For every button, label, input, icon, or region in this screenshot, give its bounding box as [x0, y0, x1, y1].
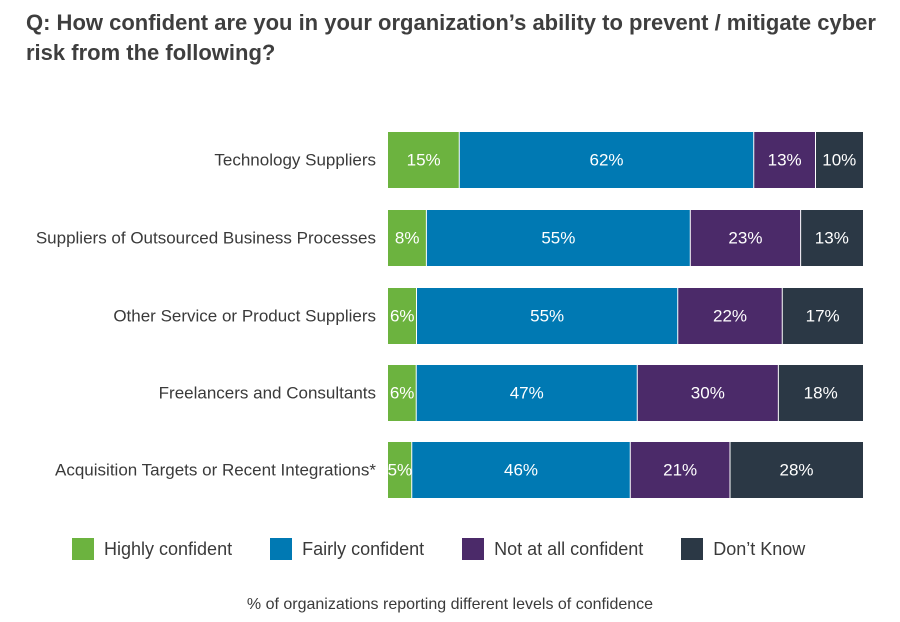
data-label: 18%: [804, 384, 838, 403]
data-label: 55%: [530, 307, 564, 326]
legend-label: Not at all confident: [494, 538, 644, 559]
bar-segment: [782, 288, 863, 344]
chart-title: Q: How confident are you in your organiz…: [26, 10, 876, 65]
bar-segment: [753, 132, 816, 188]
data-label: 15%: [407, 151, 441, 170]
data-label: 30%: [691, 384, 725, 403]
category-label: Other Service or Product Suppliers: [113, 307, 376, 326]
bar-segment: [677, 288, 783, 344]
data-label: 13%: [815, 229, 849, 248]
legend-label: Highly confident: [104, 538, 233, 559]
data-label: 10%: [822, 151, 856, 170]
legend-item: Don’t Know: [681, 538, 805, 560]
data-label: 21%: [663, 461, 697, 480]
bar-segment: [388, 288, 417, 344]
stacked-bar-chart: Technology Suppliers 15% 62% 13% 10% Supplier…: [36, 132, 863, 498]
bar-segment: [388, 365, 417, 421]
chart-footnote: % of organizations reporting different l…: [246, 596, 654, 613]
legend-item: Not at all confident: [462, 538, 643, 560]
legend-label: Don’t Know: [713, 538, 806, 559]
data-label: 46%: [504, 461, 538, 480]
legend-label: Fairly confident: [302, 538, 425, 559]
legend: Highly confident Fairly confident Not at a…: [72, 536, 843, 562]
data-label: 6%: [390, 307, 415, 326]
legend-swatch: [681, 538, 704, 560]
category-label: Freelancers and Consultants: [159, 384, 376, 403]
bar-segment: [388, 210, 427, 266]
bar-segment: [815, 132, 863, 188]
category-label: Acquisition Targets or Recent Integratio…: [55, 461, 376, 480]
data-label: 6%: [390, 384, 415, 403]
data-label: 23%: [728, 229, 762, 248]
bar-segment: [426, 210, 691, 266]
legend-item: Highly confident: [72, 538, 232, 560]
data-label: 13%: [768, 151, 802, 170]
data-label: 8%: [395, 229, 420, 248]
legend-swatch: [462, 538, 485, 560]
bar-segment: [630, 442, 730, 498]
bar-segment: [690, 210, 801, 266]
bar-segment: [416, 365, 638, 421]
legend-swatch: [270, 538, 293, 560]
data-label: 47%: [510, 384, 544, 403]
bar-segment: [388, 132, 460, 188]
data-label: 62%: [589, 151, 623, 170]
category-label: Suppliers of Outsourced Business Process…: [36, 229, 376, 248]
data-label: 22%: [713, 307, 747, 326]
data-label: 17%: [806, 307, 840, 326]
bar-segment: [416, 288, 678, 344]
bar-segment: [637, 365, 779, 421]
data-label: 5%: [388, 461, 413, 480]
data-label: 28%: [779, 461, 813, 480]
data-label: 55%: [541, 229, 575, 248]
bar-segment: [388, 442, 412, 498]
bar-segment: [778, 365, 863, 421]
category-label: Technology Suppliers: [214, 151, 376, 170]
legend-swatch: [72, 538, 94, 560]
bar-segment: [411, 442, 631, 498]
bar-segment: [459, 132, 754, 188]
bar-segment: [730, 442, 863, 498]
bar-segment: [800, 210, 863, 266]
legend-item: Fairly confident: [270, 538, 424, 560]
